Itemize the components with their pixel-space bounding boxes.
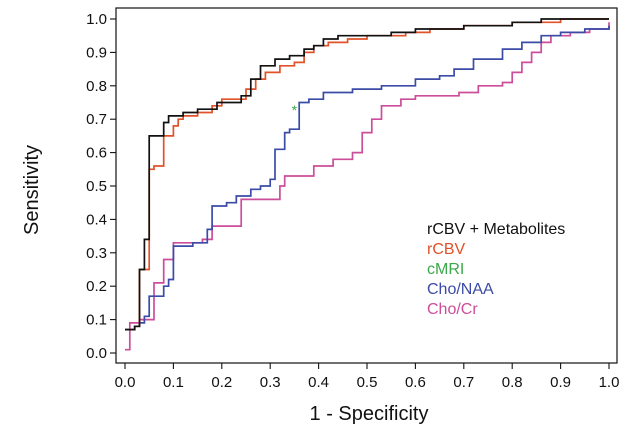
x-tick-label: 0.6 — [405, 374, 426, 391]
plot-border — [115, 7, 618, 364]
x-tick-label: 0.8 — [502, 374, 523, 391]
legend-cmri: cMRI — [427, 261, 464, 278]
x-tick-label: 0.3 — [260, 374, 281, 391]
y-tick-label: 0.6 — [86, 145, 107, 162]
plot-frame — [115, 7, 618, 364]
x-tick-label: 1.0 — [599, 374, 620, 391]
x-tick-label: 0.7 — [453, 374, 474, 391]
series-rcbv-metabolites-line — [125, 18, 609, 331]
legend-rcbv: rCBV — [427, 241, 466, 258]
y-tick-label: 1.0 — [86, 11, 107, 28]
y-tick-label: 0.1 — [86, 312, 107, 329]
y-tick-label: 0.8 — [86, 78, 107, 95]
series-cmri-point: * — [292, 102, 298, 118]
legend-cho-cr: Cho/Cr — [427, 301, 478, 318]
legend: rCBV + Metabolites rCBV cMRI Cho/NAA Cho/Cr — [427, 221, 565, 318]
series-layer: * — [125, 18, 610, 351]
series-cho-cr-line — [125, 22, 610, 351]
y-tick-label: 0.2 — [86, 278, 107, 295]
y-tick-label: 0.7 — [86, 111, 107, 128]
x-tick-label: 0.5 — [357, 374, 378, 391]
legend-rcbv-metabolites: rCBV + Metabolites — [427, 221, 565, 238]
axis-ticks: 0.0 0.1 0.2 0.3 0.4 0.5 0.6 0.7 0.8 0.9 1.0 0.0 0.1 0… — [86, 11, 619, 391]
legend-cho-naa: Cho/NAA — [427, 281, 494, 298]
series-rcbv-line — [125, 18, 609, 331]
y-tick-label: 0.4 — [86, 211, 107, 228]
y-axis-title: Sensitivity — [21, 145, 43, 235]
y-tick-label: 0.3 — [86, 245, 107, 262]
x-tick-label: 0.4 — [308, 374, 329, 391]
y-tick-label: 0.5 — [86, 178, 107, 195]
x-tick-label: 0.1 — [163, 374, 184, 391]
x-tick-label: 0.9 — [550, 374, 571, 391]
x-tick-label: 0.2 — [211, 374, 232, 391]
x-tick-label: 0.0 — [115, 374, 136, 391]
y-tick-label: 0.9 — [86, 44, 107, 61]
x-axis-title: 1 - Specificity — [310, 403, 429, 425]
series-cho-naa-line — [125, 25, 610, 331]
y-tick-label: 0.0 — [86, 345, 107, 362]
